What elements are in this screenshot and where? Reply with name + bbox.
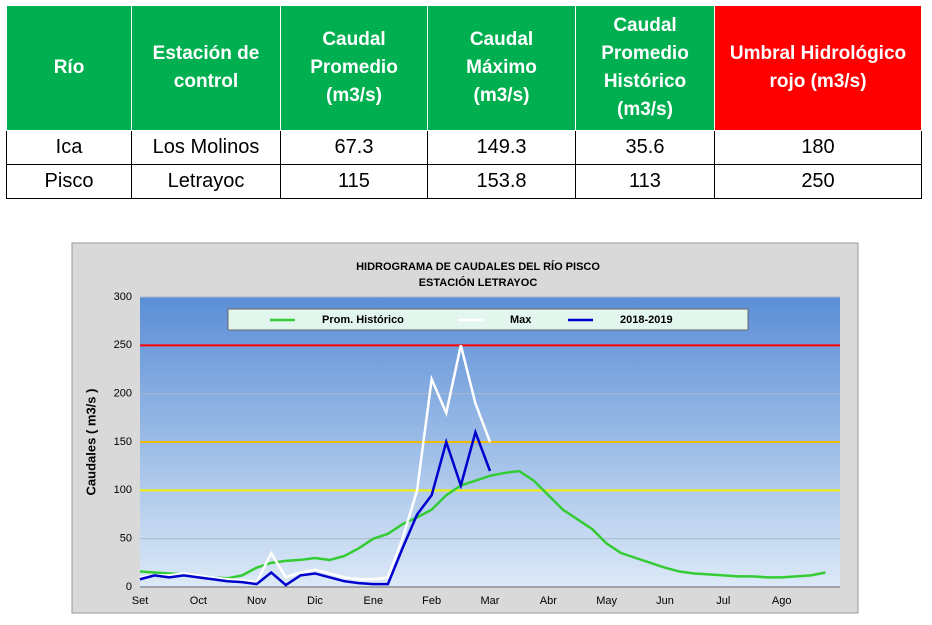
header-cell: Caudal Máximo (m3/s)	[427, 5, 576, 131]
series-line	[139, 428, 492, 587]
x-tick-label: Abr	[540, 595, 557, 607]
y-tick-label: 250	[114, 339, 132, 351]
x-tick-label: Ago	[772, 595, 792, 607]
header-cell: Caudal Promedio Histórico (m3/s)	[575, 5, 715, 131]
table-cell: 35.6	[575, 130, 715, 165]
x-tick-label: Ene	[364, 595, 384, 607]
y-tick-label: 50	[120, 533, 132, 545]
x-tick-label: Dic	[307, 595, 323, 607]
x-tick-label: Nov	[247, 595, 267, 607]
x-tick-label: Mar	[481, 595, 500, 607]
x-tick-label: Jun	[656, 595, 674, 607]
y-tick-label: 0	[126, 581, 132, 593]
header-cell: Río	[6, 5, 132, 131]
legend-label: Prom. Histórico	[322, 314, 404, 326]
header-cell: Umbral Hidrológico rojo (m3/s)	[714, 5, 922, 131]
table-row: Pisco Letrayoc 115 153.8 113 250	[6, 164, 922, 199]
table-cell: 180	[714, 130, 922, 165]
y-tick-label: 200	[114, 388, 132, 400]
chart-subtitle: ESTACIÓN LETRAYOC	[419, 276, 538, 289]
table-row: Ica Los Molinos 67.3 149.3 35.6 180	[6, 130, 922, 165]
y-tick-label: 150	[114, 436, 132, 448]
table-cell: 113	[575, 164, 715, 199]
series-line	[139, 469, 826, 580]
series-line	[139, 345, 492, 584]
x-tick-label: Set	[132, 595, 149, 607]
table-cell: Los Molinos	[131, 130, 281, 165]
header-cell: Caudal Promedio (m3/s)	[280, 5, 428, 131]
x-tick-label: May	[596, 595, 617, 607]
chart-title: HIDROGRAMA DE CAUDALES DEL RÍO PISCO	[356, 260, 600, 273]
x-tick-label: Feb	[422, 595, 441, 607]
table-cell: 115	[280, 164, 428, 199]
table-cell: 250	[714, 164, 922, 199]
legend	[227, 308, 749, 331]
table-cell: Ica	[6, 130, 132, 165]
x-tick-label: Jul	[716, 595, 730, 607]
summary-table: Río Estación de control Caudal Promedio …	[6, 5, 922, 199]
y-tick-label: 300	[114, 291, 132, 303]
table-cell: Letrayoc	[131, 164, 281, 199]
x-tick-label: Oct	[190, 595, 207, 607]
legend-label: 2018-2019	[620, 314, 673, 326]
y-axis-label: Caudales ( m3/s )	[83, 389, 98, 496]
legend-label: Max	[510, 314, 532, 326]
y-tick-label: 100	[114, 484, 132, 496]
table-cell: Pisco	[6, 164, 132, 199]
